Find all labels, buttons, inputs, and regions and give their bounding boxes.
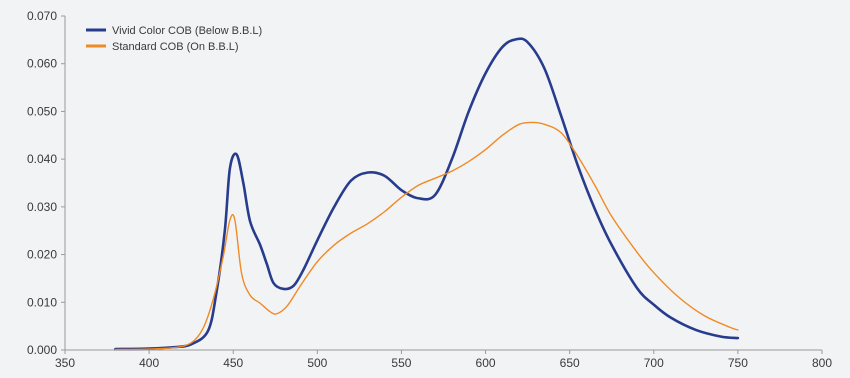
x-tick-label: 450 xyxy=(223,356,243,370)
x-tick-label: 400 xyxy=(139,356,159,370)
y-tick-label: 0.040 xyxy=(27,152,57,166)
series-line-1 xyxy=(114,37,740,351)
x-tick-label: 550 xyxy=(391,356,411,370)
x-tick-label: 800 xyxy=(812,356,832,370)
x-tick-label: 700 xyxy=(644,356,664,370)
y-tick-label: 0.060 xyxy=(27,57,57,71)
legend: Vivid Color COB (Below B.B.L) Standard CO… xyxy=(86,25,262,53)
x-tick-label: 500 xyxy=(307,356,327,370)
axes xyxy=(64,16,822,351)
series-lines xyxy=(114,37,740,351)
x-tick-label: 750 xyxy=(728,356,748,370)
series-line-2 xyxy=(114,121,739,351)
y-tick-label: 0.050 xyxy=(27,104,57,118)
legend-label-2: Standard COB (On B.B.L) xyxy=(112,41,239,53)
legend-label-1: Vivid Color COB (Below B.B.L) xyxy=(112,25,262,37)
y-tick-label: 0.000 xyxy=(27,343,57,357)
y-tick-label: 0.010 xyxy=(27,295,57,309)
y-tick-label: 0.070 xyxy=(27,9,57,23)
y-tick-label: 0.020 xyxy=(27,248,57,262)
x-tick-label: 600 xyxy=(476,356,496,370)
y-tick-label: 0.030 xyxy=(27,200,57,214)
x-tick-label: 650 xyxy=(560,356,580,370)
x-tick-label: 350 xyxy=(55,356,75,370)
tick-labels: 0.000 0.010 0.020 0.030 0.040 0.050 0.060 0.070… xyxy=(27,9,832,370)
